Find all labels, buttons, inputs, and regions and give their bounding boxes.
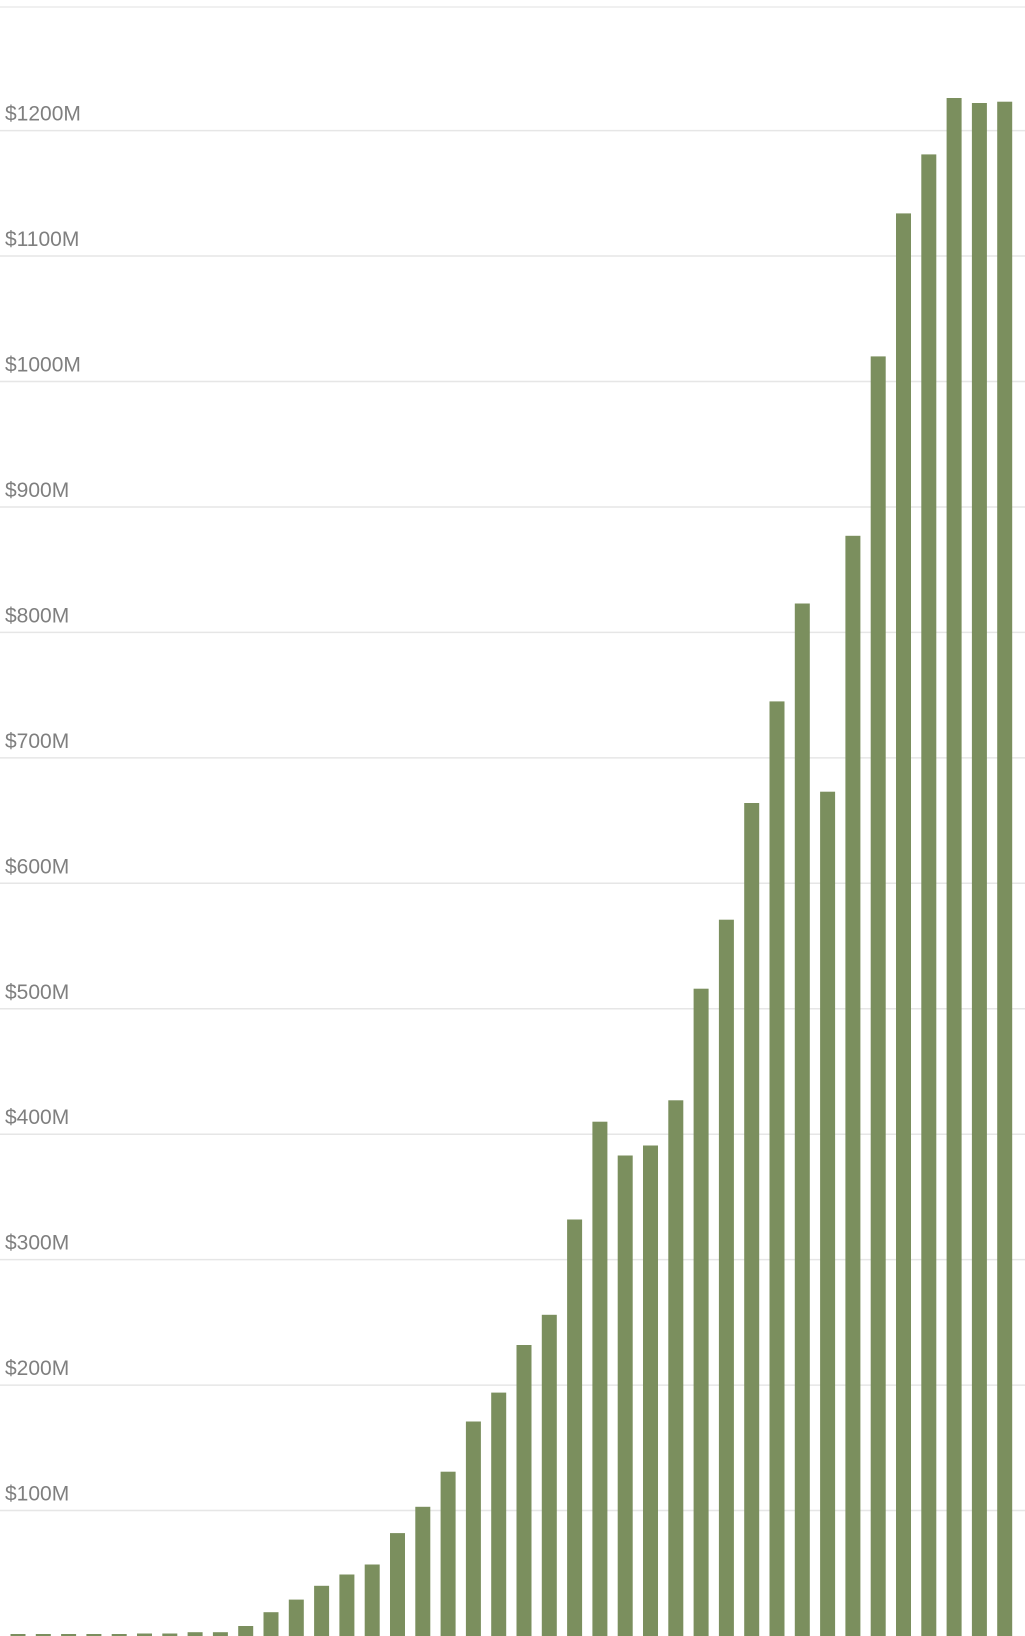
bar [946,98,962,1636]
bar [769,701,785,1636]
bars [10,98,1013,1636]
bar [997,101,1013,1636]
bar [288,1599,304,1636]
y-tick-label: $800M [5,604,69,627]
bar [390,1533,405,1636]
bar [718,919,734,1636]
bar [516,1345,532,1636]
bar [162,1633,178,1636]
bar [465,1421,481,1636]
y-tick-label: $300M [5,1232,69,1255]
bar [794,603,810,1636]
bar [592,1121,608,1636]
y-tick-label: $1200M [5,103,81,126]
bar [921,154,937,1636]
bar [364,1564,380,1636]
y-axis-tick-labels: $100M $200M $300M $400M $500M $600M $700M $800M… [5,103,81,1506]
bar [238,1626,254,1636]
bar [693,988,709,1636]
bar [617,1155,633,1636]
bar [187,1632,203,1636]
bar [820,791,836,1636]
bar [643,1145,658,1636]
bar [845,535,861,1636]
bar [541,1314,557,1636]
y-tick-label: $900M [5,479,69,502]
y-tick-label: $200M [5,1357,69,1380]
bar [61,1634,77,1636]
bar [86,1634,102,1636]
y-tick-label: $100M [5,1483,69,1506]
bar [491,1392,507,1636]
bar [263,1612,279,1636]
bar [111,1634,127,1636]
y-tick-label: $700M [5,730,69,753]
y-tick-label: $400M [5,1106,69,1129]
bar [744,803,760,1636]
bar [137,1633,152,1636]
bar [896,213,911,1636]
bar [35,1634,51,1636]
bar [212,1632,228,1636]
bar [415,1506,431,1636]
bar [339,1574,355,1636]
bar [870,356,886,1636]
gridlines [0,129,1025,1512]
y-tick-label: $1100M [5,228,79,251]
bar [567,1219,583,1636]
bar [314,1585,330,1636]
y-tick-label: $500M [5,981,69,1004]
bar [971,103,987,1636]
bar [440,1471,456,1636]
bar [668,1100,684,1636]
y-tick-label: $600M [5,855,69,878]
bar [10,1634,26,1636]
y-tick-label: $1000M [5,354,81,377]
